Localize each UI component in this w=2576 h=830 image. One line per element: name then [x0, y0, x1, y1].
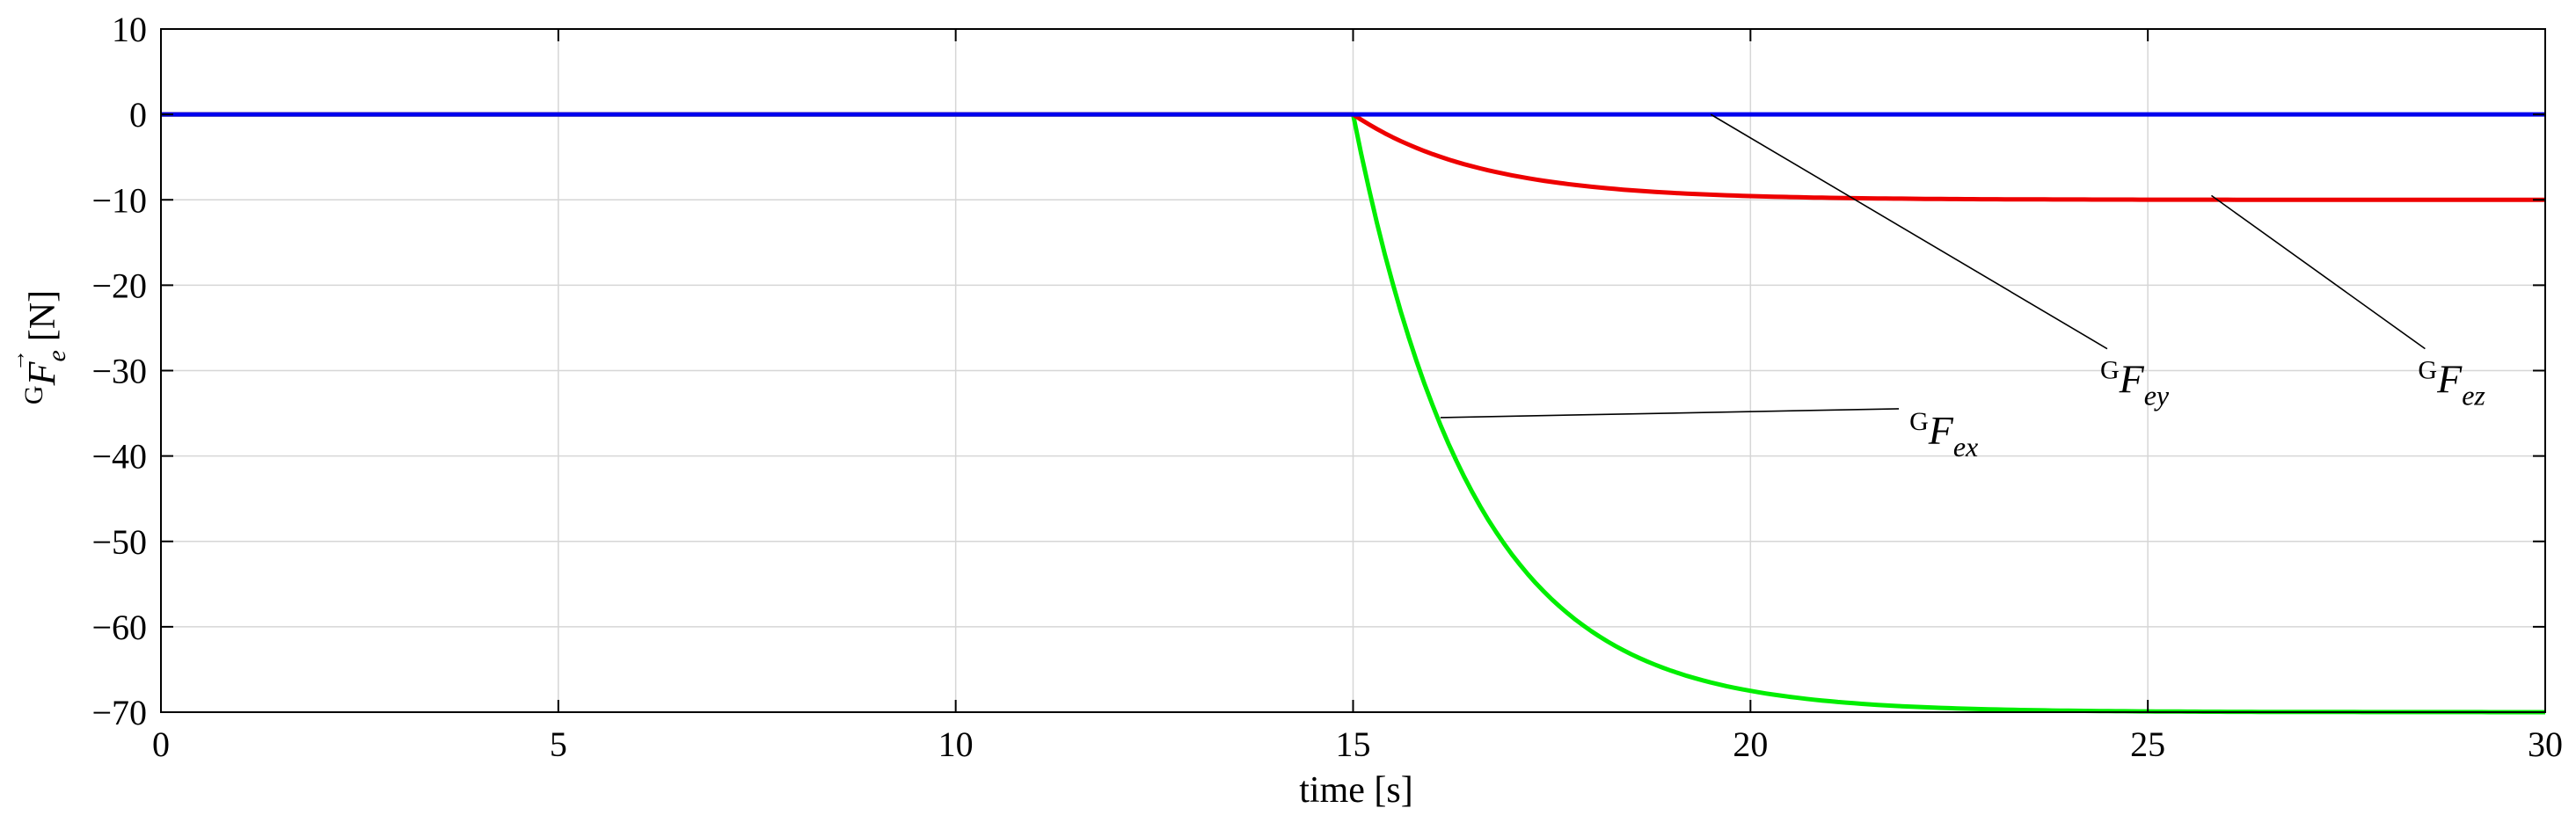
x-tick-label: 5: [550, 724, 567, 764]
y-axis-label-sup: G: [19, 385, 48, 404]
y-axis-vector-arrow: →: [4, 349, 30, 372]
annotation-label-z: GFez: [2418, 356, 2485, 411]
svg-text:GFe[N]: GFe [N]: [19, 290, 71, 404]
annotation-leader-y: [1710, 113, 2108, 350]
y-axis-label-unit: [N]: [23, 290, 63, 341]
annotation-label-x: GFex: [1909, 407, 1978, 462]
x-axis-label: time [s]: [1299, 770, 1412, 811]
y-tick-label: −10: [91, 180, 147, 220]
y-axis-label-symbol: F: [20, 360, 63, 386]
x-tick-label: 25: [2130, 724, 2165, 764]
y-axis-label: GFe [N] →: [4, 290, 71, 404]
y-tick-label: −70: [91, 693, 147, 732]
grid: [160, 28, 2546, 713]
x-tick-label: 15: [1336, 724, 1371, 764]
x-tick-label: 0: [152, 724, 170, 764]
x-tick-labels: 0 5 10 15 20 25 30: [152, 724, 2563, 764]
y-tick-label: −40: [91, 437, 147, 477]
annotation-label-y: GFey: [2100, 356, 2170, 411]
annotation-leader-x: [1440, 408, 1900, 419]
x-tick-label: 20: [1733, 724, 1768, 764]
y-tick-label: 0: [129, 95, 147, 135]
y-tick-label: −60: [91, 608, 147, 647]
y-tick-label: −20: [91, 266, 147, 305]
series-z-line: [161, 112, 2545, 202]
y-tick-label: −50: [91, 522, 147, 562]
series-annotations: GFex GFey GFez: [1440, 113, 2485, 462]
x-tick-label: 30: [2528, 724, 2563, 764]
y-axis-label-sub: e: [42, 350, 71, 361]
x-tick-label: 10: [938, 724, 974, 764]
annotation-leader-z: [2210, 194, 2426, 350]
y-tick-label: 10: [112, 10, 147, 49]
ticks: [160, 28, 2546, 713]
y-tick-label: −30: [91, 352, 147, 391]
y-tick-labels: 10 0 −10 −20 −30 −40 −50 −60 −70: [91, 10, 147, 732]
